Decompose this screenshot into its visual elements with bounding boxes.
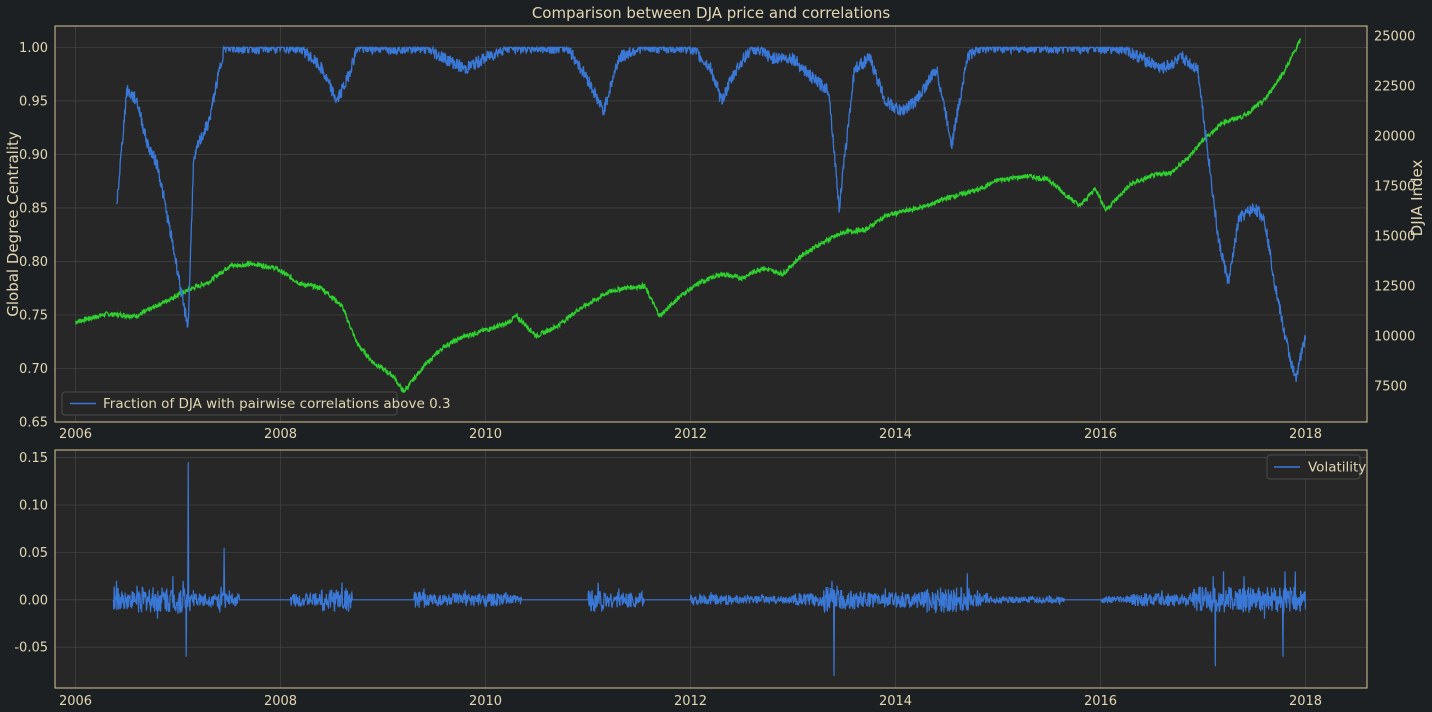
top-y2-tick-label: 22500 <box>1374 80 1415 95</box>
top-y2-tick-label: 25000 <box>1374 30 1415 45</box>
bottom-legend-label: Volatility <box>1308 460 1366 476</box>
top-chart: 2006 2008 2010 2012 2014 2016 2018 0.65 0.70 0.7… <box>4 4 1426 442</box>
top-x-tick-label: 2012 <box>674 427 707 442</box>
bottom-x-tick-label: 2012 <box>674 694 707 709</box>
bottom-plot-frame <box>54 449 1368 689</box>
top-legend-label: Fraction of DJA with pairwise correlatio… <box>103 396 451 412</box>
bottom-y-tick-label: 0.15 <box>19 451 48 466</box>
top-y-tick-label: 0.70 <box>19 362 48 377</box>
top-chart-title: Comparison between DJA price and correla… <box>532 4 891 22</box>
top-x-tick-label: 2008 <box>264 427 297 442</box>
volatility-line <box>112 462 1307 676</box>
bottom-legend: Volatility <box>1266 454 1366 480</box>
top-legend-box <box>61 391 398 416</box>
top-x-tick-label: 2010 <box>469 427 502 442</box>
top-grid <box>55 26 1367 423</box>
top-y-tick-label: 0.90 <box>19 148 48 163</box>
bottom-x-tick-label: 2010 <box>469 694 502 709</box>
bottom-x-tick-label: 2016 <box>1084 694 1117 709</box>
top-x-tick-label: 2014 <box>879 427 912 442</box>
bottom-y-ticks: -0.05 0.00 0.05 0.10 0.15 <box>14 451 48 656</box>
top-y2-tick-label: 15000 <box>1374 230 1415 245</box>
bottom-x-ticks: 2006 2008 2010 2012 2014 2016 2018 <box>59 694 1322 709</box>
bottom-y-tick-label: 0.00 <box>19 593 48 608</box>
bottom-y-tick-label: 0.10 <box>19 498 48 513</box>
bottom-chart: 2006 2008 2010 2012 2014 2016 2018 -0.05 0.00 0.… <box>14 449 1368 709</box>
top-y2-tick-label: 12500 <box>1374 280 1415 295</box>
top-x-tick-label: 2006 <box>59 427 92 442</box>
top-y2-tick-label: 17500 <box>1374 180 1415 195</box>
top-plot-frame <box>54 25 1368 423</box>
bottom-legend-box <box>1266 454 1361 480</box>
top-y-ticks: 0.65 0.70 0.75 0.80 0.85 0.90 0.95 1.00 <box>19 41 48 431</box>
bottom-plot-background <box>55 450 1367 688</box>
top-plot-background <box>55 26 1367 422</box>
top-y-tick-label: 0.95 <box>19 94 48 109</box>
top-y2-tick-label: 7500 <box>1374 380 1407 395</box>
top-legend: Fraction of DJA with pairwise correlatio… <box>61 391 451 416</box>
bottom-x-tick-label: 2006 <box>59 694 92 709</box>
top-x-tick-label: 2016 <box>1084 427 1117 442</box>
top-y2-ticks: 7500 10000 12500 15000 17500 20000 22500 25000 <box>1374 30 1415 395</box>
top-y2-axis-label: DJIA Index <box>1408 160 1426 237</box>
centrality-line <box>115 44 1307 383</box>
top-y-tick-label: 0.75 <box>19 308 48 323</box>
bottom-y-tick-label: -0.05 <box>14 641 48 656</box>
top-y2-tick-label: 10000 <box>1374 330 1415 345</box>
bottom-x-tick-label: 2008 <box>264 694 297 709</box>
top-y-tick-label: 0.85 <box>19 201 48 216</box>
top-series <box>75 38 1307 393</box>
bottom-x-tick-label: 2014 <box>879 694 912 709</box>
top-y-tick-label: 0.65 <box>19 416 48 431</box>
top-y-tick-label: 1.00 <box>19 41 48 56</box>
top-y-tick-label: 0.80 <box>19 255 48 270</box>
bottom-x-tick-label: 2018 <box>1289 694 1322 709</box>
top-y2-tick-label: 20000 <box>1374 130 1415 145</box>
top-x-tick-label: 2018 <box>1289 427 1322 442</box>
top-y-axis-label: Global Degree Centrality <box>4 131 22 317</box>
bottom-y-tick-label: 0.05 <box>19 546 48 561</box>
bottom-series <box>112 462 1307 676</box>
top-x-ticks: 2006 2008 2010 2012 2014 2016 2018 <box>59 427 1322 442</box>
djia-index-line <box>75 38 1302 393</box>
